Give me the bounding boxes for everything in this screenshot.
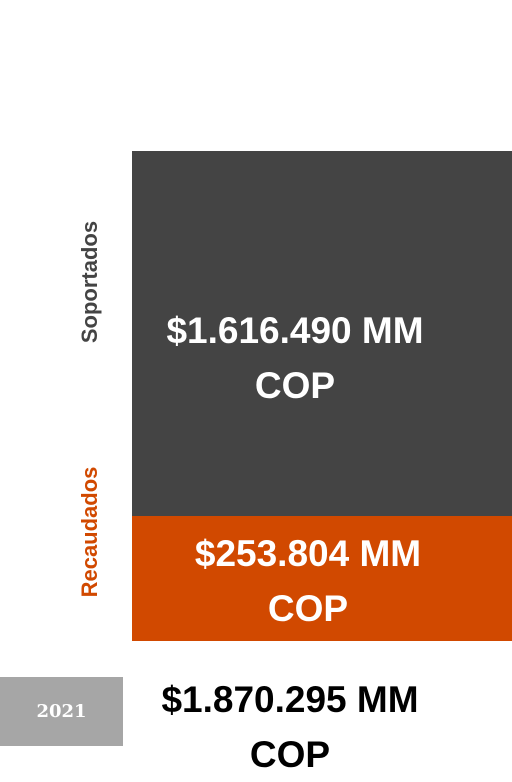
- year: 2021: [36, 701, 87, 722]
- soportados-name: Soportados: [77, 220, 102, 344]
- soportados-block: [132, 151, 512, 516]
- recaudados-block: [132, 516, 512, 641]
- total-amount: $1.870.295 MM COP: [161, 679, 419, 775]
- recaudados-amount: $253.804 MM COP: [194, 533, 422, 629]
- recaudados-name: Recaudados: [77, 466, 102, 598]
- soportados-amount: $1.616.490 MM COP: [166, 310, 424, 406]
- year-box: 2021: [0, 677, 123, 746]
